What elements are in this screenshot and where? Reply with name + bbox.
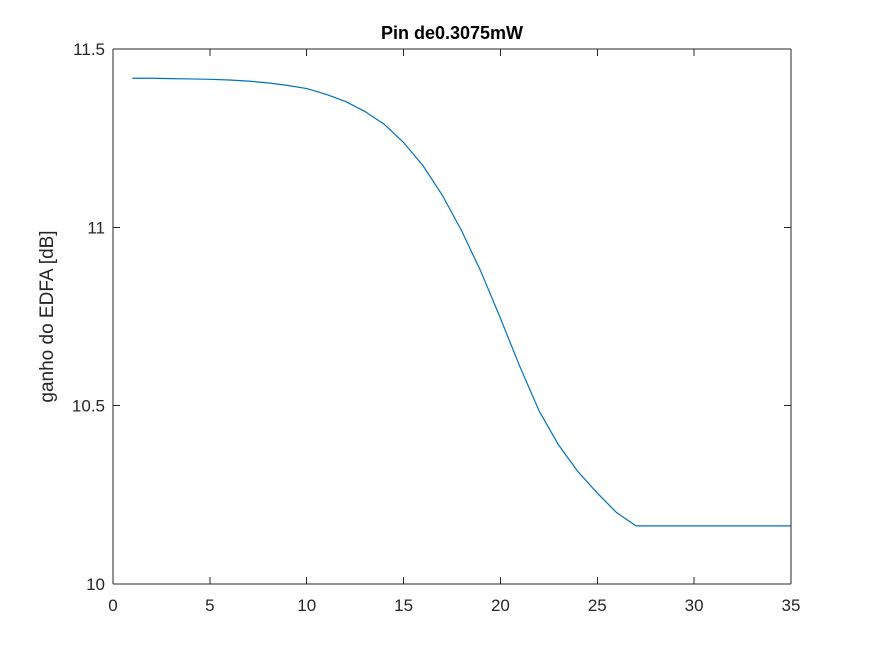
y-axis-label: ganho do EDFA [dB] — [37, 230, 58, 402]
y-tick-label: 10 — [86, 575, 105, 594]
y-tick-label: 11.5 — [73, 40, 105, 59]
chart-title: Pin de0.3075mW — [381, 23, 523, 43]
x-tick-label: 0 — [108, 596, 117, 615]
x-tick-label: 25 — [588, 596, 607, 615]
x-tick-label: 10 — [297, 596, 316, 615]
x-tick-label: 15 — [394, 596, 413, 615]
ticks-layer: 0 5 10 15 20 25 30 35 10 10.5 11 11.5 — [72, 40, 801, 615]
x-tick-label: 35 — [782, 596, 801, 615]
series-layer — [132, 77, 791, 527]
x-tick-label: 20 — [491, 596, 510, 615]
series-line — [132, 77, 791, 527]
y-tick-label: 11 — [87, 218, 105, 237]
x-tick-label: 30 — [685, 596, 704, 615]
axes-layer — [112, 48, 792, 585]
x-tick-label: 5 — [205, 596, 214, 615]
y-tick-label: 10.5 — [72, 397, 105, 416]
plot-area — [113, 49, 791, 584]
